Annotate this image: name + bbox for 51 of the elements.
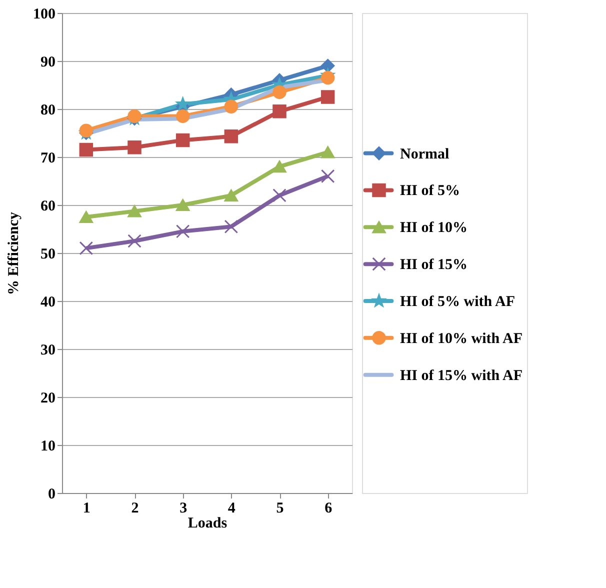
- y-tick-label: 60: [40, 198, 56, 214]
- point: [176, 97, 190, 110]
- point: [79, 142, 94, 157]
- x-tick-label: 5: [276, 500, 284, 516]
- point: [79, 124, 94, 138]
- point: [272, 188, 286, 202]
- x-tick-label: 4: [228, 500, 236, 516]
- x-tick-label: 1: [82, 500, 90, 516]
- point: [272, 104, 286, 118]
- y-tick-label: 20: [40, 390, 56, 406]
- legend-label: HI of 10%: [400, 220, 468, 236]
- point: [224, 129, 238, 144]
- point: [320, 90, 335, 104]
- point: [128, 205, 142, 218]
- point: [320, 146, 335, 158]
- y-tick-label: 90: [40, 54, 56, 70]
- point: [224, 100, 238, 114]
- point: [176, 198, 190, 212]
- y-tick-label: 40: [40, 294, 56, 310]
- legend-label: HI of 5%: [400, 183, 460, 200]
- legend-label: Normal: [400, 146, 450, 162]
- point: [176, 133, 190, 148]
- point: [224, 189, 238, 202]
- point: [128, 140, 142, 154]
- point: [176, 224, 190, 238]
- point: [79, 241, 94, 256]
- y-tick-label: 80: [40, 102, 56, 118]
- y-tick-label: 100: [33, 6, 56, 22]
- y-axis-title: % Efficiency: [6, 212, 22, 295]
- legend-label: HI of 5% with AF: [400, 294, 516, 310]
- point: [176, 109, 190, 124]
- y-tick-label: 50: [40, 246, 56, 262]
- legend-label: HI of 15% with AF: [400, 368, 523, 384]
- point: [272, 160, 286, 173]
- legend-label: HI of 15%: [400, 257, 468, 274]
- point: [320, 169, 335, 184]
- x-tick-label: 6: [324, 500, 333, 516]
- y-tick-label: 30: [40, 342, 56, 358]
- x-tick-label: 3: [180, 500, 188, 516]
- y-tick-label: 10: [40, 438, 56, 454]
- legend-label: HI of 10% with AF: [400, 330, 523, 347]
- point: [79, 210, 94, 224]
- y-tick-label: 0: [48, 486, 56, 502]
- point: [128, 234, 142, 248]
- point: [320, 58, 335, 73]
- point: [224, 220, 238, 234]
- point: [272, 85, 286, 100]
- x-axis-title: Loads: [188, 516, 228, 532]
- x-tick-label: 2: [131, 500, 139, 516]
- y-tick-label: 70: [40, 150, 56, 166]
- point: [320, 70, 335, 85]
